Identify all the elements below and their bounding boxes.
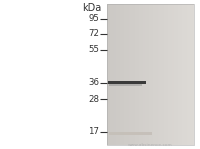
Bar bbox=[136, 81, 137, 84]
Text: 28: 28 bbox=[88, 95, 99, 104]
Bar bbox=[136, 81, 137, 84]
Bar bbox=[175, 4, 177, 145]
Bar bbox=[164, 4, 165, 145]
Bar bbox=[107, 4, 109, 145]
Bar bbox=[117, 4, 119, 145]
Bar bbox=[178, 4, 180, 145]
Bar bbox=[181, 4, 183, 145]
Bar bbox=[132, 4, 133, 145]
Bar bbox=[151, 4, 152, 145]
Bar bbox=[161, 4, 162, 145]
Bar bbox=[174, 4, 175, 145]
Bar bbox=[146, 4, 148, 145]
Bar bbox=[177, 4, 178, 145]
Bar bbox=[158, 4, 159, 145]
Bar bbox=[190, 4, 191, 145]
Bar bbox=[136, 4, 138, 145]
Bar bbox=[148, 4, 149, 145]
Bar bbox=[171, 4, 172, 145]
Bar bbox=[191, 4, 193, 145]
Bar bbox=[166, 4, 168, 145]
Bar bbox=[129, 4, 130, 145]
Bar bbox=[120, 4, 122, 145]
Bar bbox=[136, 81, 137, 84]
Bar bbox=[126, 4, 128, 145]
Bar bbox=[111, 4, 113, 145]
Bar bbox=[136, 81, 137, 84]
Bar bbox=[193, 4, 194, 145]
Bar bbox=[143, 4, 145, 145]
Bar bbox=[188, 4, 190, 145]
Bar bbox=[116, 4, 117, 145]
Bar bbox=[124, 4, 126, 145]
Bar bbox=[122, 4, 123, 145]
Bar bbox=[107, 4, 194, 145]
Bar bbox=[114, 4, 116, 145]
Bar bbox=[159, 4, 161, 145]
Bar bbox=[123, 4, 125, 145]
Bar bbox=[109, 132, 152, 135]
Bar bbox=[165, 4, 167, 145]
Bar bbox=[136, 81, 137, 84]
Bar bbox=[109, 84, 142, 86]
Bar bbox=[142, 4, 143, 145]
Bar bbox=[133, 4, 135, 145]
Bar bbox=[182, 4, 184, 145]
Bar bbox=[136, 81, 137, 84]
Bar bbox=[184, 4, 185, 145]
Bar bbox=[136, 81, 137, 84]
Bar bbox=[136, 81, 137, 84]
Bar bbox=[136, 81, 137, 84]
Bar bbox=[127, 4, 129, 145]
Bar bbox=[113, 4, 114, 145]
Bar bbox=[136, 81, 137, 84]
Bar bbox=[153, 4, 155, 145]
Bar bbox=[108, 4, 110, 145]
Bar bbox=[137, 4, 139, 145]
Bar bbox=[136, 81, 137, 84]
Bar bbox=[168, 4, 170, 145]
Bar bbox=[108, 81, 146, 84]
Bar bbox=[136, 81, 137, 84]
Bar bbox=[136, 81, 137, 84]
Bar bbox=[110, 4, 112, 145]
Bar bbox=[162, 4, 164, 145]
Bar bbox=[136, 81, 137, 84]
Text: 55: 55 bbox=[88, 45, 99, 54]
Text: www.absinence.com: www.absinence.com bbox=[128, 143, 172, 147]
Bar bbox=[172, 4, 174, 145]
Bar bbox=[185, 4, 187, 145]
Bar bbox=[130, 4, 132, 145]
Text: 72: 72 bbox=[88, 29, 99, 38]
Bar bbox=[136, 81, 137, 84]
Bar bbox=[187, 4, 188, 145]
Bar bbox=[136, 81, 137, 84]
Bar bbox=[152, 4, 154, 145]
Bar bbox=[135, 4, 136, 145]
Text: 36: 36 bbox=[88, 78, 99, 87]
Bar bbox=[145, 4, 146, 145]
Bar bbox=[136, 81, 137, 84]
Text: kDa: kDa bbox=[82, 3, 101, 13]
Bar bbox=[119, 4, 120, 145]
Bar bbox=[136, 81, 137, 84]
Bar bbox=[169, 4, 171, 145]
Bar bbox=[140, 4, 142, 145]
Text: 95: 95 bbox=[88, 14, 99, 23]
Bar bbox=[180, 4, 181, 145]
Bar bbox=[155, 4, 156, 145]
Bar bbox=[156, 4, 158, 145]
Bar bbox=[149, 4, 151, 145]
Bar bbox=[136, 81, 137, 84]
Bar bbox=[136, 81, 137, 84]
Text: 17: 17 bbox=[88, 127, 99, 136]
Bar bbox=[139, 4, 141, 145]
